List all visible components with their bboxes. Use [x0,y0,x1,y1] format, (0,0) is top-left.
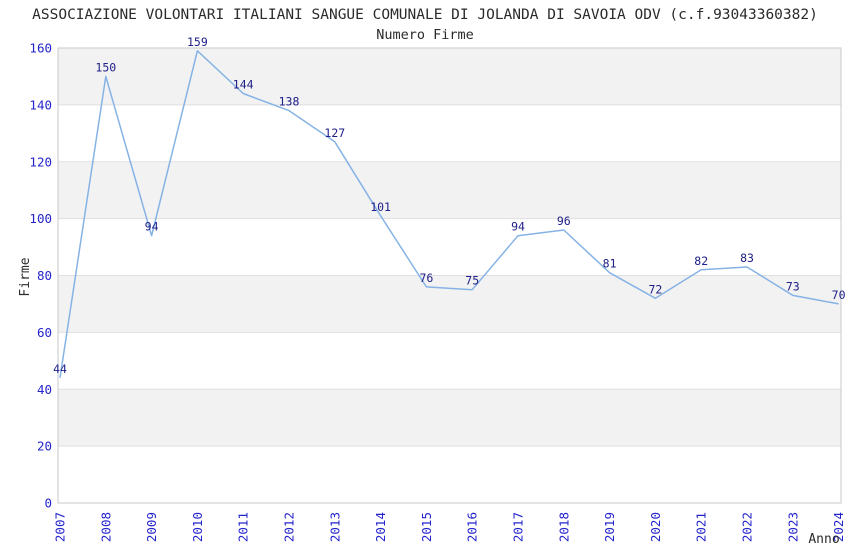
x-tick-label: 2014 [373,512,388,542]
chart-subtitle: Numero Firme [376,27,474,43]
chart-title: ASSOCIAZIONE VOLONTARI ITALIANI SANGUE C… [32,7,818,23]
data-label: 96 [557,214,571,228]
x-tick-label: 2012 [282,512,297,542]
grid-band [58,389,841,447]
data-label: 138 [279,95,300,109]
grid-band [58,48,841,105]
data-label: 44 [53,362,67,376]
data-label: 75 [465,274,479,288]
data-label: 83 [740,251,754,265]
x-tick-label: 2013 [327,512,342,542]
x-tick-label: 2019 [602,512,617,542]
data-label: 81 [603,257,617,271]
y-tick-label: 0 [44,496,52,511]
x-tick-label: 2024 [831,512,846,542]
y-tick-label: 20 [37,439,52,454]
x-tick-label: 2017 [511,512,526,542]
x-tick-label: 2021 [694,512,709,542]
data-label: 94 [511,220,525,234]
grid-band [58,275,841,333]
data-label: 150 [95,60,116,74]
data-label: 159 [187,35,208,49]
data-label: 72 [648,282,662,296]
y-tick-label: 60 [37,325,52,340]
x-tick-label: 2022 [740,512,755,542]
y-tick-label: 140 [29,97,52,112]
y-tick-label: 80 [37,268,52,283]
data-label: 73 [786,279,800,293]
x-tick-label: 2018 [556,512,571,542]
grid-band [58,161,841,219]
y-tick-label: 120 [29,154,52,169]
data-label: 82 [694,254,708,268]
x-tick-label: 2020 [648,512,663,542]
plot-border [57,47,842,504]
x-tick-label: 2010 [190,512,205,542]
x-tick-label: 2008 [98,512,113,542]
data-label: 76 [419,271,433,285]
y-axis-label: Firme [18,257,33,296]
x-tick-label: 2011 [236,512,251,542]
x-tick-label: 2023 [785,512,800,542]
x-tick-label: 2016 [465,512,480,542]
x-tick-label: 2009 [144,512,159,542]
x-tick-label: 2015 [419,512,434,542]
x-tick-label: 2007 [53,512,68,542]
y-tick-label: 40 [37,382,52,397]
data-label: 70 [832,288,846,302]
x-axis-label: Anno [808,532,839,547]
data-line [59,50,839,379]
y-tick-label: 100 [29,211,52,226]
data-label: 144 [233,78,254,92]
data-label: 127 [324,126,345,140]
y-tick-label: 160 [29,41,52,56]
data-label: 101 [370,200,391,214]
data-label: 94 [145,220,159,234]
